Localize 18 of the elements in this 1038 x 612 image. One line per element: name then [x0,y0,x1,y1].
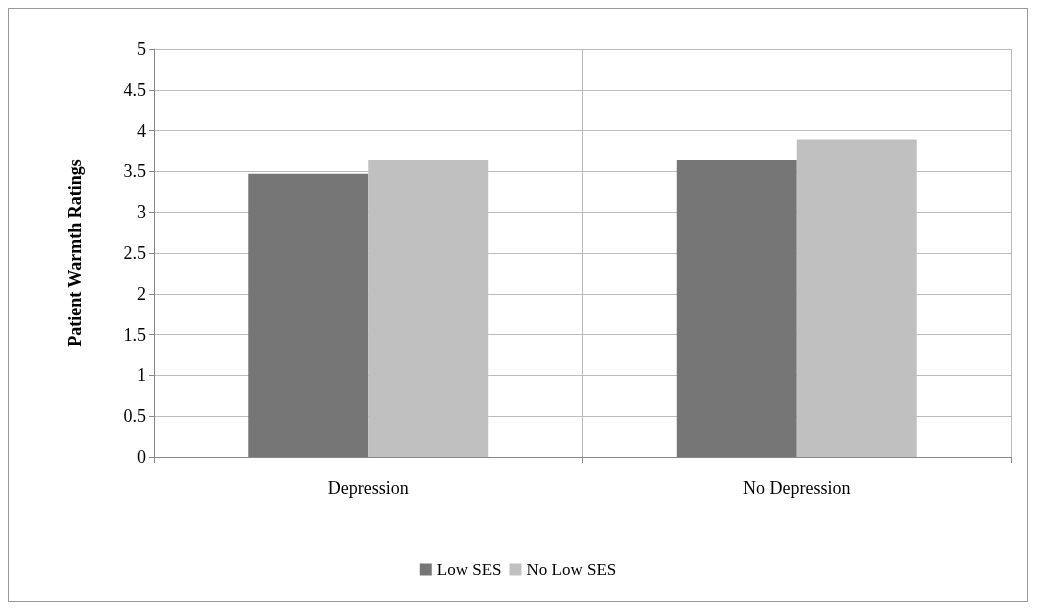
y-tick-label: 0 [137,447,146,467]
y-axis-title: Patient Warmth Ratings [65,159,85,347]
y-tick-label: 1 [137,365,146,386]
y-tick-label: 2.5 [123,243,146,263]
bar [676,159,797,457]
y-tick-label: 3 [137,202,146,223]
y-tick-label: 2 [137,283,146,304]
y-tick-label: 1.5 [123,324,146,345]
x-tick-label: No Depression [743,478,851,498]
y-tick-label: 3.5 [123,161,146,182]
y-tick-label: 0.5 [123,406,146,427]
y-tick-label: 4 [137,120,146,141]
bar [248,173,369,457]
x-tick-label: Depression [327,478,409,498]
legend-label: Low SES [436,560,502,579]
y-tick-label: 4.5 [123,79,146,100]
legend-label: No Low SES [526,560,617,579]
y-tick-label: 5 [137,39,146,59]
